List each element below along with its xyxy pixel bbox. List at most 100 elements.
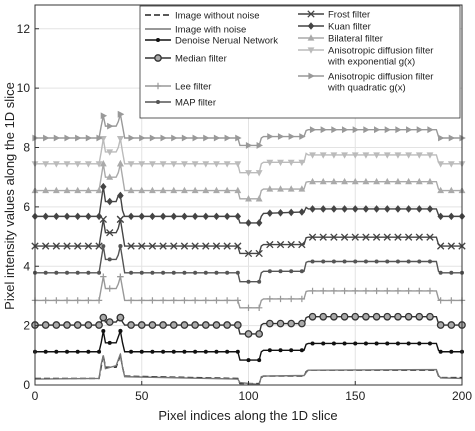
series-3-marker-15 xyxy=(191,321,199,329)
series-6-marker-39 xyxy=(447,242,455,250)
series-5-marker-13 xyxy=(171,270,176,275)
series-7-marker-29 xyxy=(341,205,348,213)
series-5-marker-36 xyxy=(417,259,422,264)
series-3-marker-13 xyxy=(169,321,178,329)
legend-label-10-0: Anisotropic diffusion filter xyxy=(328,72,433,83)
legend-label-7-0: Kuan filter xyxy=(328,22,371,33)
series-6-marker-21 xyxy=(255,249,263,258)
series-5-marker-14 xyxy=(182,270,187,275)
series-5-marker-30 xyxy=(353,259,358,264)
series-8-marker-30 xyxy=(351,177,359,185)
series-2-marker-24 xyxy=(289,348,294,353)
series-5-marker-37 xyxy=(427,259,432,264)
series-7-marker-14 xyxy=(181,212,188,221)
series-7-marker-4 xyxy=(74,212,81,221)
series-10-marker-24 xyxy=(288,133,295,140)
series-2-marker-11 xyxy=(150,349,155,354)
series-9-marker-2 xyxy=(52,161,60,168)
series-10-marker-31 xyxy=(363,126,370,134)
series-2-marker-22 xyxy=(267,348,272,353)
series-7-marker-30 xyxy=(352,205,359,213)
series-5-marker-32 xyxy=(374,259,379,264)
series-6-marker-13 xyxy=(170,242,178,250)
series-8-marker-4 xyxy=(74,186,82,194)
series-2-marker-35 xyxy=(406,341,411,346)
series-10-marker-32 xyxy=(374,126,381,134)
series-8-marker-37 xyxy=(426,177,434,185)
legend-label-2-0: Denoise Nerual Network xyxy=(175,36,278,47)
series-9-marker-28 xyxy=(330,152,338,159)
series-2-marker-3 xyxy=(65,349,70,354)
legend-entry-7: Kuan filter xyxy=(298,22,371,33)
series-5-marker-22 xyxy=(267,269,272,274)
series-9-marker-12 xyxy=(159,161,167,168)
series-8-marker-27 xyxy=(319,177,327,185)
series-8-marker-3 xyxy=(63,186,71,194)
series-8-marker-15 xyxy=(191,186,199,194)
legend-marker-6 xyxy=(307,10,315,18)
series-4-marker-5 xyxy=(85,297,92,304)
series-6-marker-3 xyxy=(63,242,71,250)
series-2-marker-25 xyxy=(299,348,304,353)
series-9-marker-30 xyxy=(351,152,359,159)
series-7-marker-27 xyxy=(320,205,327,213)
series-9-marker-26 xyxy=(309,152,316,159)
tick-labels: 0 50 100 150 200 0 2 4 6 8 10 12 xyxy=(17,22,473,403)
series-8-marker-6 xyxy=(95,186,103,194)
series-6-marker-1 xyxy=(42,242,50,250)
series-3-marker-41 xyxy=(99,313,108,322)
x-tick-label-4: 200 xyxy=(452,389,472,403)
series-7-marker-34 xyxy=(394,205,402,213)
series-7-marker-2 xyxy=(53,212,60,221)
series-9-marker-23 xyxy=(277,159,284,167)
series-2-marker-15 xyxy=(193,349,198,354)
series-5 xyxy=(33,244,464,284)
series-3-marker-28 xyxy=(330,312,338,321)
series-5-marker-39 xyxy=(449,270,454,275)
series-3-marker-24 xyxy=(287,319,296,328)
series-6-marker-32 xyxy=(372,233,381,241)
series-3 xyxy=(31,312,466,338)
series-4-marker-32 xyxy=(373,287,380,295)
series-2-marker-21 xyxy=(257,358,262,363)
series-7-marker-35 xyxy=(405,205,412,213)
series-6-marker-35 xyxy=(404,233,413,241)
series-6-marker-14 xyxy=(180,242,189,250)
series-8-marker-42 xyxy=(117,160,124,167)
series-7-marker-28 xyxy=(330,205,338,213)
series-4-marker-28 xyxy=(330,287,338,295)
x-tick-label-0: 0 xyxy=(32,389,39,403)
series-10-marker-17 xyxy=(213,134,221,142)
series-6-marker-33 xyxy=(383,233,391,241)
series-5-marker-27 xyxy=(321,259,326,264)
series-2-marker-38 xyxy=(438,349,443,354)
series-8-marker-41 xyxy=(99,160,107,167)
series-line-5 xyxy=(35,245,462,283)
legend-marker-10 xyxy=(308,72,315,80)
series-6-marker-28 xyxy=(330,233,338,241)
series-8-marker-2 xyxy=(52,186,60,194)
series-4-marker-2 xyxy=(53,297,60,304)
series-9-marker-27 xyxy=(319,152,327,159)
series-7-marker-16 xyxy=(202,212,209,221)
series-3-marker-39 xyxy=(447,321,456,329)
series-7-marker-9 xyxy=(127,212,135,221)
series-8-marker-36 xyxy=(415,177,423,185)
series-9-marker-14 xyxy=(181,161,188,168)
series-6-marker-18 xyxy=(223,242,231,250)
series-5-marker-17 xyxy=(214,270,219,275)
series-9-marker-42 xyxy=(117,135,124,143)
series-8-marker-17 xyxy=(213,186,220,194)
series-5-marker-29 xyxy=(342,259,347,264)
legend-entry-6: Frost filter xyxy=(298,10,370,21)
series-3-marker-21 xyxy=(255,330,264,338)
series-4-marker-9 xyxy=(127,297,135,304)
series-10-marker-10 xyxy=(139,134,146,142)
series-line-6 xyxy=(35,219,462,255)
series-5-marker-10 xyxy=(139,270,144,275)
series-3-marker-16 xyxy=(201,321,210,329)
series-9-marker-15 xyxy=(191,161,199,168)
series-7 xyxy=(31,182,466,227)
series-4-marker-22 xyxy=(266,295,274,303)
